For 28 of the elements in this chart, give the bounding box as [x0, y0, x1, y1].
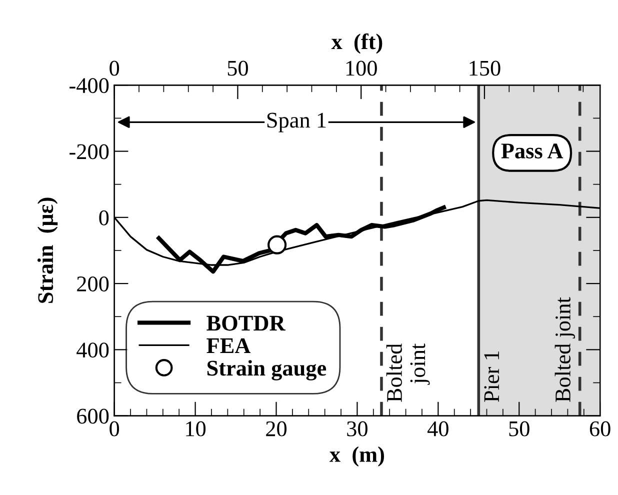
y-tick-label: -400 [70, 78, 109, 94]
x-tick-label: 20 [266, 421, 287, 436]
y-tick-label: 0 [99, 210, 109, 226]
legend-label: Strain gauge [207, 360, 326, 380]
y-tick-label: 600 [77, 408, 109, 424]
y-axis-title: Strain (με) [37, 198, 58, 303]
x2-tick-label: 100 [346, 60, 377, 76]
x2-tick-label: 0 [110, 60, 120, 76]
ref-line-label: Bolted joint [554, 297, 575, 402]
annotation: Span 1 [267, 112, 326, 132]
annotation: Pass A [501, 144, 564, 158]
x-tick-label: 40 [427, 421, 448, 436]
x-tick-label: 10 [186, 421, 206, 436]
y-tick-label: 200 [77, 276, 109, 292]
y-tick-label: -200 [70, 144, 109, 160]
x-tick-label: 50 [509, 421, 530, 436]
x2-tick-label: 150 [470, 60, 500, 76]
ref-line-label: Bolted joint [386, 343, 430, 402]
ref-line-label: Pier 1 [484, 351, 500, 402]
y-tick-label: 400 [76, 342, 109, 358]
x2-tick-label: 50 [228, 60, 248, 76]
x-tick-label: 30 [347, 421, 368, 436]
x-axis-title: x (m) [330, 446, 384, 467]
legend-label: BOTDR [206, 316, 286, 331]
x-tick-label: 0 [110, 421, 120, 436]
x2-axis-title: x (ft) [331, 33, 382, 54]
legend-label: FEA [206, 338, 251, 353]
x-tick-label: 60 [590, 421, 610, 436]
